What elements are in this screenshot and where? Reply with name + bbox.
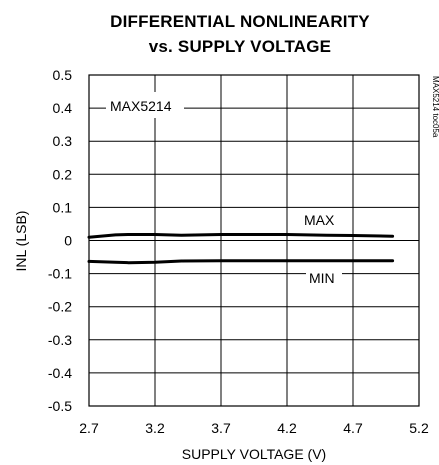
series-line-max <box>87 233 395 239</box>
series-line-min <box>87 259 395 265</box>
min-label-mask <box>306 266 342 288</box>
x-tick-label: 5.2 <box>409 420 429 436</box>
part-label-mask <box>106 92 184 118</box>
y-tick-label: 0.3 <box>53 133 73 149</box>
x-axis-label: SUPPLY VOLTAGE (V) <box>182 446 326 462</box>
y-tick-labels: 0.5 0.4 0.3 0.2 0.1 0 -0.1 -0.2 -0.3 -0.4 -0.5 <box>48 67 72 414</box>
y-tick-label: 0.5 <box>53 67 73 83</box>
y-tick-label: 0.2 <box>53 166 73 182</box>
x-tick-label: 4.7 <box>343 420 363 436</box>
y-axis-label: INL (LSB) <box>13 211 29 272</box>
x-tick-label: 2.7 <box>79 420 99 436</box>
series-label-min: MIN <box>309 270 335 286</box>
figure-code-mask <box>423 72 437 162</box>
x-tick-label: 3.2 <box>145 420 165 436</box>
y-tick-label: 0.4 <box>53 100 73 116</box>
y-tick-label: -0.4 <box>48 365 72 381</box>
x-tick-label: 3.7 <box>211 420 231 436</box>
y-tick-label: -0.3 <box>48 332 72 348</box>
figure-code: MAX5214 toc05a <box>431 76 439 138</box>
y-tick-label: -0.1 <box>48 266 72 282</box>
y-tick-label: -0.5 <box>48 398 72 414</box>
x-tick-labels: 2.7 3.2 3.7 4.2 4.7 5.2 <box>79 420 429 436</box>
y-tick-label: 0.1 <box>53 199 73 215</box>
y-tick-label: -0.2 <box>48 299 72 315</box>
series-lines <box>87 233 395 265</box>
plot-frame <box>88 74 420 407</box>
max-label-mask <box>300 210 350 230</box>
part-label: MAX5214 <box>110 98 172 114</box>
chart-title-line1: DIFFERENTIAL NONLINEARITY <box>110 12 370 31</box>
chart-title-line2: vs. SUPPLY VOLTAGE <box>149 37 331 56</box>
grid-lines <box>88 74 420 407</box>
y-tick-label: 0 <box>64 233 72 249</box>
x-tick-label: 4.2 <box>277 420 297 436</box>
series-label-max: MAX <box>304 212 335 228</box>
